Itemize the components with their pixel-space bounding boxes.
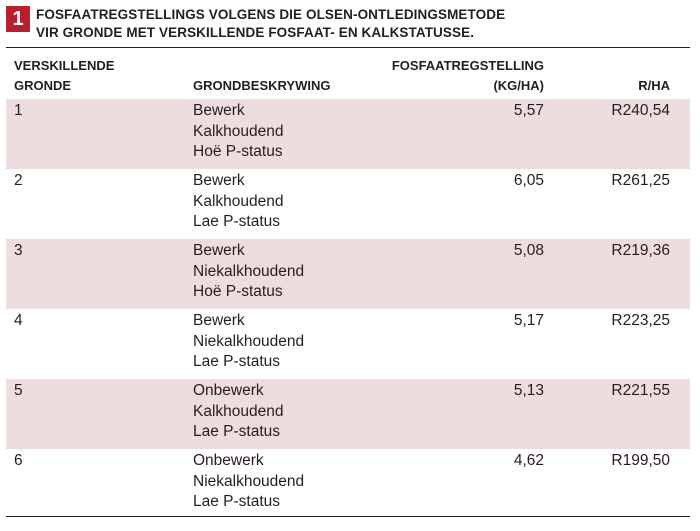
table-row: 3 Bewerk Niekalkhoudend Hoë P-status 5,0…	[6, 239, 690, 309]
cell-id: 2	[14, 172, 23, 189]
cell-rha: R223,25	[611, 312, 670, 329]
header-col2: GRONDBESKRYWING	[193, 78, 331, 93]
cell-fosfaat: 6,05	[513, 172, 544, 189]
header-fosfaatregstelling: FOSFAATREGSTELLING (KG/HA)	[380, 56, 544, 102]
cell-id: 1	[14, 102, 23, 119]
desc-line: Kalkhoudend	[193, 402, 284, 420]
cell-rha: R219,36	[611, 242, 670, 259]
cell-fosfaat: 5,17	[513, 312, 544, 329]
header-r-ha: R/HA	[590, 76, 670, 122]
desc-line: Hoë P-status	[193, 143, 283, 160]
table-row: 1 Bewerk Kalkhoudend Hoë P-status 5,57 R…	[6, 99, 690, 169]
desc-line: Bewerk	[193, 242, 245, 259]
cell-description: Bewerk Niekalkhoudend Hoë P-status	[193, 241, 304, 303]
cell-rha: R221,55	[611, 382, 670, 399]
cell-fosfaat: 5,57	[513, 102, 544, 119]
table-number-badge: 1	[6, 6, 30, 32]
desc-line: Bewerk	[193, 312, 245, 329]
table-row: 6 Onbewerk Niekalkhoudend Lae P-status 4…	[6, 449, 690, 519]
cell-description: Bewerk Niekalkhoudend Lae P-status	[193, 311, 304, 373]
desc-line: Niekalkhoudend	[193, 262, 305, 280]
header-grondbeskrywing: GRONDBESKRYWING	[193, 76, 330, 122]
top-rule	[6, 47, 690, 48]
header-col1-line2: GRONDE	[14, 78, 72, 93]
desc-line: Lae P-status	[193, 353, 281, 370]
cell-rha: R261,25	[611, 172, 670, 189]
cell-id: 5	[14, 382, 23, 399]
cell-fosfaat: 5,08	[513, 242, 544, 259]
desc-line: Bewerk	[193, 102, 245, 119]
header-col3-line1: FOSFAATREGSTELLING	[391, 58, 544, 73]
cell-id: 6	[14, 452, 23, 469]
desc-line: Niekalkhoudend	[193, 332, 305, 350]
cell-id: 3	[14, 242, 23, 259]
header-col3-line2: (KG/HA)	[493, 78, 544, 93]
desc-line: Lae P-status	[193, 213, 281, 230]
desc-line: Kalkhoudend	[193, 192, 284, 210]
table-row: 5 Onbewerk Kalkhoudend Lae P-status 5,13…	[6, 379, 690, 449]
cell-description: Bewerk Kalkhoudend Lae P-status	[193, 171, 284, 233]
cell-description: Bewerk Kalkhoudend Hoë P-status	[193, 101, 284, 163]
desc-line: Onbewerk	[193, 382, 264, 399]
header-col1-line1: VERSKILLENDE	[14, 58, 115, 73]
bottom-rule	[6, 516, 690, 517]
cell-rha: R240,54	[611, 102, 670, 119]
header-verskillende-gronde: VERSKILLENDE GRONDE	[14, 56, 114, 102]
cell-description: Onbewerk Niekalkhoudend Lae P-status	[193, 451, 304, 513]
desc-line: Niekalkhoudend	[193, 472, 305, 490]
desc-line: Lae P-status	[193, 423, 281, 440]
title-line-2: VIR GRONDE MET VERSKILLENDE FOSFAAT- EN …	[36, 25, 475, 40]
cell-fosfaat: 4,62	[513, 452, 544, 469]
table-row: 2 Bewerk Kalkhoudend Lae P-status 6,05 R…	[6, 169, 690, 239]
cell-id: 4	[14, 312, 23, 329]
desc-line: Kalkhoudend	[193, 122, 284, 140]
title-line-1: FOSFAATREGSTELLINGS VOLGENS DIE OLSEN-ON…	[36, 7, 506, 22]
table-row: 4 Bewerk Niekalkhoudend Lae P-status 5,1…	[6, 309, 690, 379]
desc-line: Lae P-status	[193, 493, 281, 510]
desc-line: Hoë P-status	[193, 283, 283, 300]
cell-rha: R199,50	[611, 452, 670, 469]
header-col4: R/HA	[638, 78, 670, 93]
desc-line: Onbewerk	[193, 452, 264, 469]
desc-line: Bewerk	[193, 172, 245, 189]
table-body: 1 Bewerk Kalkhoudend Hoë P-status 5,57 R…	[6, 99, 690, 519]
table-title-text: FOSFAATREGSTELLINGS VOLGENS DIE OLSEN-ON…	[36, 6, 505, 42]
table-title: 1 FOSFAATREGSTELLINGS VOLGENS DIE OLSEN-…	[6, 6, 694, 44]
cell-description: Onbewerk Kalkhoudend Lae P-status	[193, 381, 284, 443]
cell-fosfaat: 5,13	[513, 382, 544, 399]
